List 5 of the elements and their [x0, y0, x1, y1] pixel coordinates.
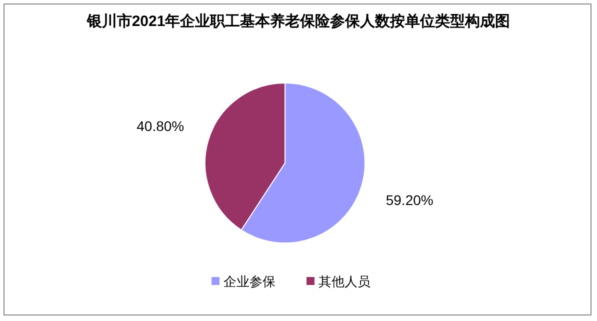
data-label: 40.80%: [136, 118, 184, 134]
data-label: 59.20%: [386, 192, 434, 208]
legend-label: 企业参保: [224, 274, 276, 289]
legend-label: 其他人员: [318, 274, 370, 289]
chart-title: 银川市2021年企业职工基本养老保险参保人数按单位类型构成图: [86, 12, 510, 30]
